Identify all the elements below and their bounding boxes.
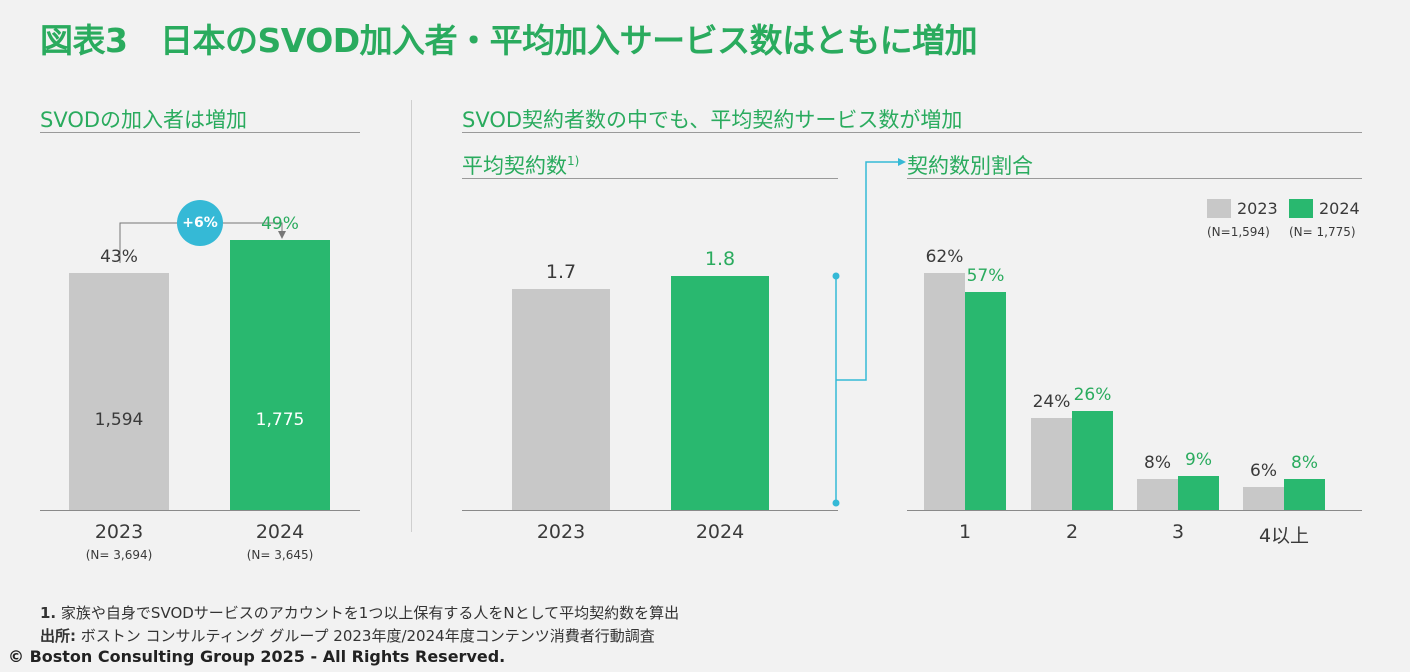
avg-x-tick-2023: 2023 xyxy=(536,521,586,543)
inner-label-2023: 1,594 xyxy=(94,410,144,430)
dist-label-2023-3: 8% xyxy=(1144,453,1171,473)
legend-n-2024: (N= 1,775) xyxy=(1289,225,1356,239)
dist-bar-2023-4以上 xyxy=(1243,487,1284,510)
copyright: © Boston Consulting Group 2025 - All Rig… xyxy=(8,647,506,666)
dist-label-2023-4以上: 6% xyxy=(1250,461,1277,481)
bar-2023 xyxy=(69,273,169,510)
dist-x-tick-4以上: 4以上 xyxy=(1258,525,1310,547)
value-label-2023: 43% xyxy=(100,247,138,267)
growth-badge: +6% xyxy=(177,200,223,246)
dist-bar-2024-4以上 xyxy=(1284,479,1325,510)
legend-label-2023: 2023 xyxy=(1237,199,1278,218)
avg-axis-baseline xyxy=(462,510,838,511)
dist-bar-2023-2 xyxy=(1031,418,1072,510)
avg-footnote-mark: 1) xyxy=(567,154,580,168)
avg-value-label-2024: 1.8 xyxy=(704,248,736,270)
dist-label-2023-2: 24% xyxy=(1032,392,1071,412)
bar-2024 xyxy=(230,240,330,510)
dist-bar-2024-2 xyxy=(1072,411,1113,510)
x-sub-2024: (N= 3,645) xyxy=(246,548,314,562)
x-sub-2023: (N= 3,694) xyxy=(85,548,153,562)
page-title: 図表3 日本のSVOD加入者・平均加入サービス数はともに増加 xyxy=(40,21,978,60)
dist-x-tick-1: 1 xyxy=(958,521,972,543)
dist-axis-baseline xyxy=(907,510,1362,511)
avg-value-label-2023: 1.7 xyxy=(545,261,577,283)
inner-label-2024: 1,775 xyxy=(255,410,305,430)
dist-bar-2024-3 xyxy=(1178,476,1219,510)
source-note: 出所: ボストン コンサルティング グループ 2023年度/2024年度コンテン… xyxy=(40,627,655,645)
right-panel-rule xyxy=(462,132,1362,133)
left-axis-baseline xyxy=(40,510,360,511)
dist-bar-2023-1 xyxy=(924,273,965,510)
dist-label-2023-1: 62% xyxy=(925,247,964,267)
dist-label-2024-3: 9% xyxy=(1185,450,1212,470)
avg-heading: 平均契約数1) xyxy=(462,154,580,178)
dist-rule xyxy=(907,178,1362,179)
panel-divider xyxy=(411,100,412,532)
dist-label-2024-2: 26% xyxy=(1073,385,1112,405)
dist-x-tick-2: 2 xyxy=(1065,521,1079,543)
right-panel-heading: SVOD契約者数の中でも、平均契約サービス数が増加 xyxy=(462,108,963,132)
legend-n-2023: (N=1,594) xyxy=(1207,225,1270,239)
legend-label-2024: 2024 xyxy=(1319,199,1360,218)
legend-swatch-2023 xyxy=(1207,199,1231,218)
dist-bar-2024-1 xyxy=(965,292,1006,510)
x-tick-2024: 2024 xyxy=(255,521,305,543)
x-tick-2023: 2023 xyxy=(94,521,144,543)
dist-x-tick-3: 3 xyxy=(1171,521,1185,543)
avg-bar-2023 xyxy=(512,289,610,510)
dist-bar-2023-3 xyxy=(1137,479,1178,510)
dist-heading: 契約数別割合 xyxy=(907,154,1033,178)
dist-label-2024-4以上: 8% xyxy=(1291,453,1318,473)
footnote-1: 1. 家族や自身でSVODサービスのアカウントを1つ以上保有する人をNとして平均… xyxy=(40,604,680,622)
legend-swatch-2024 xyxy=(1289,199,1313,218)
left-panel-heading: SVODの加入者は増加 xyxy=(40,108,248,132)
dist-label-2024-1: 57% xyxy=(966,266,1005,286)
left-panel-rule xyxy=(40,132,360,133)
avg-bar-2024 xyxy=(671,276,769,510)
avg-rule xyxy=(462,178,838,179)
value-label-2024: 49% xyxy=(261,214,299,234)
connector-arrow xyxy=(832,158,906,507)
avg-x-tick-2024: 2024 xyxy=(695,521,745,543)
